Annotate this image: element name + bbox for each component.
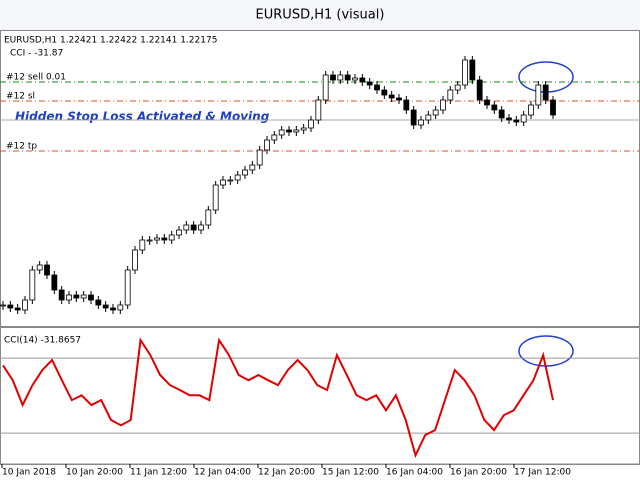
cci-label: CCI(14) -31.8657 (4, 336, 81, 346)
candle (234, 174, 241, 181)
candle (491, 104, 498, 111)
candle (542, 84, 549, 101)
candle (322, 74, 329, 101)
candle (535, 84, 542, 106)
time-label: 11 Jan 12:00 (130, 468, 187, 478)
candle (242, 169, 248, 176)
candle (168, 234, 175, 241)
candle (352, 77, 358, 81)
candle (300, 127, 307, 131)
candle (256, 149, 263, 166)
candle (410, 109, 417, 126)
window-title: EURUSD,H1 (visual) (256, 8, 385, 23)
candle (447, 89, 454, 101)
candle (227, 179, 234, 182)
title-bar (0, 0, 640, 30)
indicator-label: CCI - -31.87 (10, 49, 63, 59)
order-label: #12 sl (6, 92, 35, 102)
candle (484, 99, 490, 106)
time-label: 15 Jan 12:00 (322, 468, 379, 478)
candle (366, 81, 373, 86)
candle (388, 94, 395, 99)
candle (14, 307, 21, 311)
candle (176, 229, 182, 236)
candle (359, 77, 366, 83)
order-label: #12 tp (6, 142, 37, 152)
time-label: 16 Jan 20:00 (450, 468, 507, 478)
candle (513, 119, 520, 123)
candle (139, 239, 146, 251)
candle (498, 109, 505, 119)
candle (528, 104, 534, 116)
candle (396, 97, 402, 101)
candle (51, 274, 58, 291)
candle (418, 119, 424, 126)
candle (381, 89, 388, 96)
candle (161, 237, 168, 241)
candle (278, 129, 285, 136)
candle (117, 304, 124, 311)
candle (330, 74, 336, 81)
candle (205, 209, 212, 226)
candle (44, 264, 50, 276)
order-label: #12 sell 0.01 (6, 73, 66, 83)
candle (95, 299, 102, 306)
candle (440, 99, 446, 111)
time-label: 12 Jan 04:00 (194, 468, 251, 478)
candle (190, 224, 197, 231)
candle (29, 269, 36, 301)
candle (425, 114, 432, 121)
candle (344, 74, 351, 81)
candle (80, 294, 87, 299)
candle (337, 74, 344, 81)
time-label: 17 Jan 12:00 (514, 468, 571, 478)
candle (212, 184, 219, 211)
candle (308, 119, 314, 129)
candle (469, 59, 476, 81)
candle (7, 304, 14, 309)
candle (293, 129, 300, 133)
candle (315, 99, 322, 121)
candle (476, 79, 483, 101)
candle (132, 249, 138, 271)
candle (73, 294, 80, 299)
candle (146, 239, 153, 242)
candle (22, 299, 28, 311)
candle (374, 84, 380, 91)
candle (520, 114, 527, 123)
candle (264, 139, 270, 151)
candle (403, 99, 410, 111)
time-label: 16 Jan 04:00 (386, 468, 443, 478)
time-label: 10 Jan 20:00 (66, 468, 123, 478)
annotation: Hidden Stop Loss Activated & Moving (15, 110, 270, 124)
candle (110, 307, 116, 311)
candle (454, 84, 461, 91)
candle (432, 109, 439, 116)
candle (286, 129, 292, 133)
candle (0, 304, 6, 307)
candle (550, 99, 556, 116)
candle (154, 237, 160, 241)
candle (124, 269, 131, 306)
candle (462, 59, 468, 86)
candle (88, 294, 94, 301)
candle (198, 224, 204, 231)
cci-line (2, 337, 554, 459)
candle (249, 164, 256, 171)
candle (183, 224, 190, 231)
time-label: 10 Jan 2018 (2, 468, 56, 478)
candle (58, 289, 65, 301)
candle (36, 264, 43, 271)
chart-header: EURUSD,H1 1.22421 1.22422 1.22141 1.2217… (4, 36, 217, 46)
candle (102, 304, 109, 309)
candle (506, 117, 512, 121)
candle (220, 179, 226, 186)
time-label: 12 Jan 20:00 (258, 468, 315, 478)
candle (66, 294, 72, 301)
candle (271, 134, 278, 141)
